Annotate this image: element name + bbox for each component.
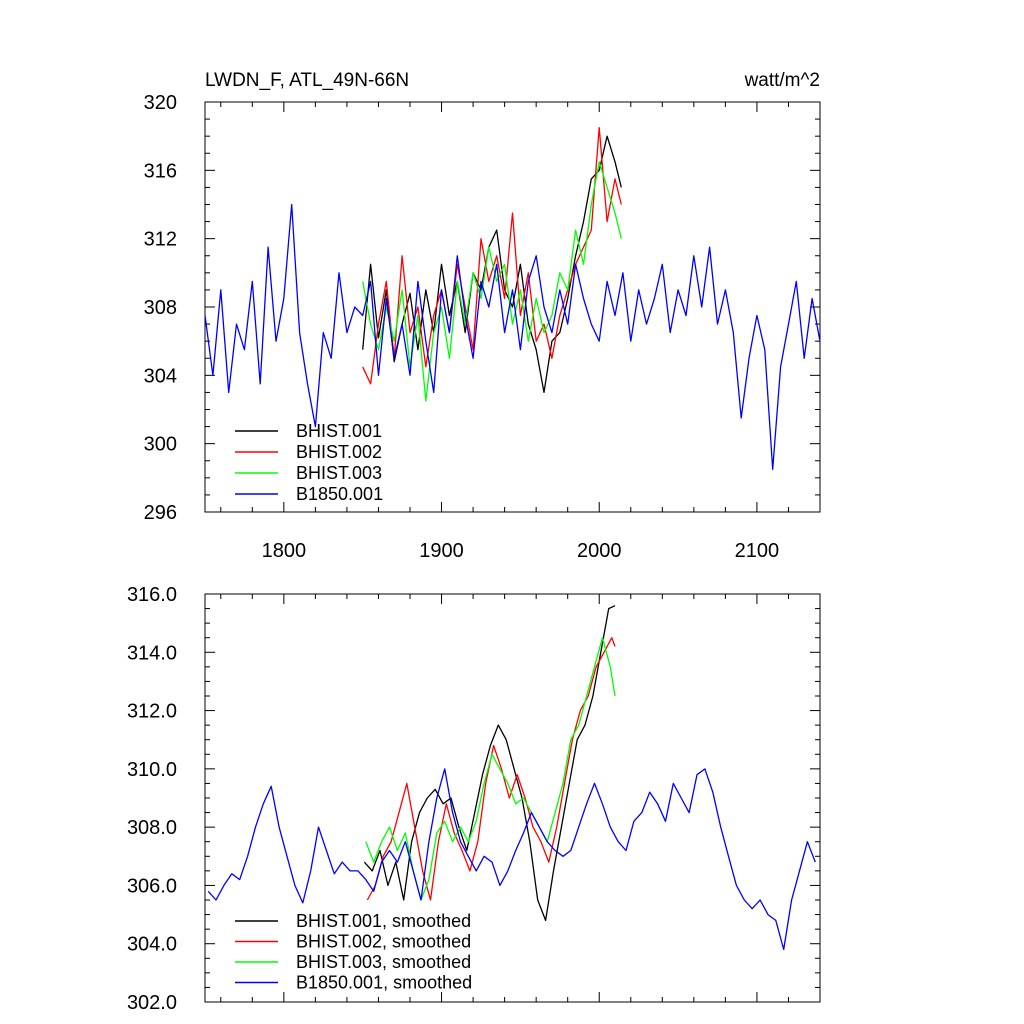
top-series-line-4 (204, 203, 821, 470)
top-legend-label-2: BHIST.002 (296, 442, 382, 462)
bottom-y-tick-label: 302.0 (127, 992, 177, 1014)
bottom-series-group (207, 605, 816, 951)
top-y-tick-label: 320 (144, 92, 177, 114)
bottom-series-line-4 (207, 768, 816, 951)
bottom-y-tick-label: 304.0 (127, 934, 177, 956)
top-x-tick-label: 1800 (262, 540, 307, 562)
top-x-tick-label: 2000 (577, 540, 622, 562)
bottom-series-line-2 (366, 637, 616, 901)
top-series-line-1 (362, 135, 622, 394)
bottom-series-line-3 (365, 637, 616, 901)
top-legend-label-4: B1850.001 (296, 484, 383, 504)
top-x-tick-label: 1900 (419, 540, 464, 562)
units-label: watt/m^2 (744, 70, 820, 91)
bottom-legend-label-3: BHIST.003, smoothed (296, 952, 471, 972)
bottom-y-tick-label: 308.0 (127, 817, 177, 839)
top-series-line-2 (362, 126, 622, 385)
top-legend-label-1: BHIST.001 (296, 421, 382, 441)
top-y-tick-label: 308 (144, 297, 177, 319)
bottom-y-tick-label: 310.0 (127, 759, 177, 781)
top-panel: LWDN_F, ATL_49N-66N watt/m^2 296 300 304 30… (144, 70, 821, 562)
top-y-tick-label: 300 (144, 434, 177, 456)
bottom-legend-label-1: BHIST.001, smoothed (296, 911, 471, 931)
bottom-y-tick-label: 316.0 (127, 584, 177, 606)
top-ticks: 296 300 304 308 312 316 320 1800 1900 2000 2100 (144, 92, 821, 562)
bottom-ticks: 302.0 304.0 306.0 308.0 310.0 312.0 314.0 316.0 (127, 584, 821, 1014)
bottom-legend-label-2: BHIST.002, smoothed (296, 932, 471, 952)
top-x-tick-label: 2100 (735, 540, 780, 562)
top-y-tick-label: 296 (144, 502, 177, 524)
top-legend-label-3: BHIST.003 (296, 463, 382, 483)
bottom-panel: 302.0 304.0 306.0 308.0 310.0 312.0 314.0 316.0… (127, 584, 821, 1014)
bottom-y-tick-label: 306.0 (127, 875, 177, 897)
bottom-series-line-1 (363, 605, 616, 922)
top-y-tick-label: 312 (144, 229, 177, 251)
top-y-tick-label: 304 (144, 365, 177, 387)
bottom-legend-label-4: B1850.001, smoothed (296, 973, 472, 993)
top-series-group (204, 126, 821, 470)
chart-title: LWDN_F, ATL_49N-66N (205, 70, 409, 91)
bottom-y-tick-label: 312.0 (127, 701, 177, 723)
top-series-line-3 (362, 161, 622, 402)
bottom-y-tick-label: 314.0 (127, 642, 177, 664)
top-y-tick-label: 316 (144, 160, 177, 182)
